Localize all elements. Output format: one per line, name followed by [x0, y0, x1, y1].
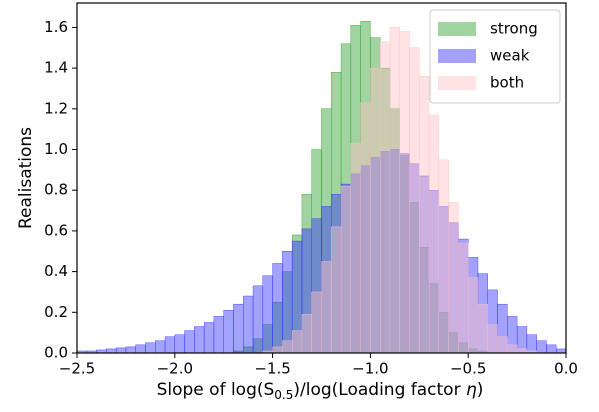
bar — [115, 347, 127, 354]
bar — [174, 334, 185, 354]
bar — [468, 277, 479, 354]
bar — [556, 348, 567, 354]
bar — [272, 263, 283, 354]
x-tick-label: 0.0 — [554, 360, 578, 378]
legend-swatch — [438, 76, 476, 90]
x-tick-label: −1.5 — [254, 360, 290, 378]
bar — [106, 348, 117, 354]
bar — [282, 340, 293, 354]
x-tick-label: −0.5 — [450, 360, 486, 378]
bar — [125, 346, 136, 354]
bar — [155, 340, 166, 354]
bar — [477, 303, 488, 354]
bar — [526, 334, 537, 354]
legend-label: weak — [490, 47, 530, 65]
bar — [233, 303, 244, 354]
bar — [135, 344, 146, 354]
x-tick-label: −2.0 — [157, 360, 193, 378]
bar — [428, 114, 440, 354]
legend-swatch — [438, 49, 476, 63]
bar — [487, 324, 498, 354]
y-tick-label: 0.0 — [44, 344, 68, 362]
bar — [184, 330, 195, 354]
x-axis-label: Slope of log(S0.5)/log(Loading factor η) — [157, 380, 484, 402]
x-tick-label: −2.5 — [59, 360, 95, 378]
bar — [409, 47, 420, 354]
x-label-part: ) — [477, 380, 484, 400]
legend: strong weak both — [429, 9, 561, 104]
legend-box — [429, 9, 561, 104]
y-tick-label: 1.2 — [44, 99, 68, 117]
y-tick-label: 1.4 — [44, 59, 68, 77]
bar — [360, 102, 371, 354]
bar — [379, 41, 391, 354]
bar — [448, 202, 459, 354]
bar — [243, 295, 254, 354]
legend-swatch — [438, 22, 476, 36]
bar — [321, 261, 332, 354]
bar — [262, 275, 273, 354]
y-tick-label: 0.8 — [44, 181, 68, 199]
bar — [536, 340, 547, 354]
bar — [213, 316, 224, 354]
y-tick-label: 1.0 — [44, 140, 68, 158]
bar — [301, 314, 312, 354]
bar — [546, 344, 557, 354]
bar — [497, 336, 508, 354]
legend-label: strong — [490, 20, 538, 38]
x-label-part: Slope of log(S — [157, 380, 275, 400]
x-label-part: η — [466, 380, 477, 400]
bar — [223, 310, 234, 354]
bar — [340, 185, 352, 354]
bar — [203, 322, 215, 354]
bar — [516, 348, 528, 354]
bar — [164, 336, 176, 354]
bar — [419, 76, 430, 354]
x-label-part: )/log(Loading factor — [293, 380, 466, 400]
plot-frame — [76, 2, 567, 354]
bar — [282, 251, 293, 354]
bar — [399, 31, 410, 354]
legend-label: both — [490, 74, 524, 92]
bar — [252, 285, 264, 354]
bar — [438, 159, 449, 354]
bar — [145, 342, 156, 354]
bar — [389, 27, 400, 354]
bar — [458, 242, 469, 354]
bar — [370, 67, 381, 354]
x-label-subscript: 0.5 — [274, 388, 293, 402]
y-tick-label: 1.6 — [44, 18, 68, 36]
y-axis-label: Realisations — [16, 127, 36, 229]
bar — [194, 326, 205, 354]
bar — [331, 226, 342, 354]
bar — [507, 344, 518, 354]
bar — [350, 143, 361, 354]
y-tick-label: 0.6 — [44, 221, 68, 239]
x-tick-label: −1.0 — [352, 360, 388, 378]
bar — [311, 291, 322, 354]
bar — [272, 346, 283, 354]
y-tick-label: 0.4 — [44, 262, 68, 280]
y-tick-label: 0.2 — [44, 303, 68, 321]
bar — [291, 330, 303, 354]
